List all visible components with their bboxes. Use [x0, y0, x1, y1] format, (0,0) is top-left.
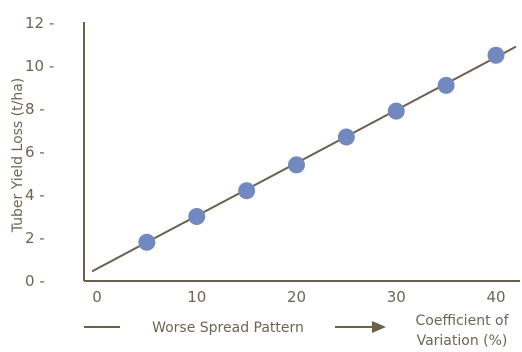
y-tick-label: 10 -: [25, 57, 54, 75]
data-point: [387, 102, 405, 120]
x-axis-label-line-2: Variation (%): [417, 333, 508, 349]
x-tick-label: 20: [287, 288, 306, 306]
x-axis-label-line-1: Coefficient of: [416, 313, 510, 329]
data-point: [188, 208, 206, 225]
data-point: [238, 182, 256, 200]
y-tick-label: 6 -: [25, 143, 45, 161]
y-tick-label: 12 -: [25, 14, 54, 32]
data-point: [437, 76, 455, 94]
y-tick-label: 8 -: [25, 100, 45, 118]
y-tick-label: 0 -: [25, 272, 45, 290]
y-tick-label: 2 -: [25, 229, 45, 247]
y-tick-label: 4 -: [25, 186, 45, 204]
x-tick-label: 30: [387, 288, 406, 306]
annotation-label: Worse Spread Pattern: [152, 320, 304, 336]
data-point: [288, 156, 305, 174]
data-point: [138, 233, 156, 251]
data-point: [487, 46, 505, 64]
x-tick-label: 10: [187, 288, 206, 306]
data-point: [337, 128, 355, 146]
x-tick-label: 0: [92, 288, 102, 306]
y-axis-label: Tuber Yield Loss (t/ha): [10, 78, 26, 234]
x-axis-ticks: 0 10 20 30 40: [92, 288, 505, 306]
data-points: [138, 46, 505, 251]
arrow-right-icon: [372, 321, 386, 333]
y-axis-ticks: 0 - 2 - 4 - 6 - 8 - 10 - 12 -: [25, 14, 54, 290]
x-tick-label: 40: [486, 288, 505, 306]
